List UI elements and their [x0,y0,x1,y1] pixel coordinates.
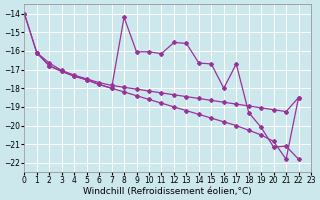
X-axis label: Windchill (Refroidissement éolien,°C): Windchill (Refroidissement éolien,°C) [83,187,252,196]
